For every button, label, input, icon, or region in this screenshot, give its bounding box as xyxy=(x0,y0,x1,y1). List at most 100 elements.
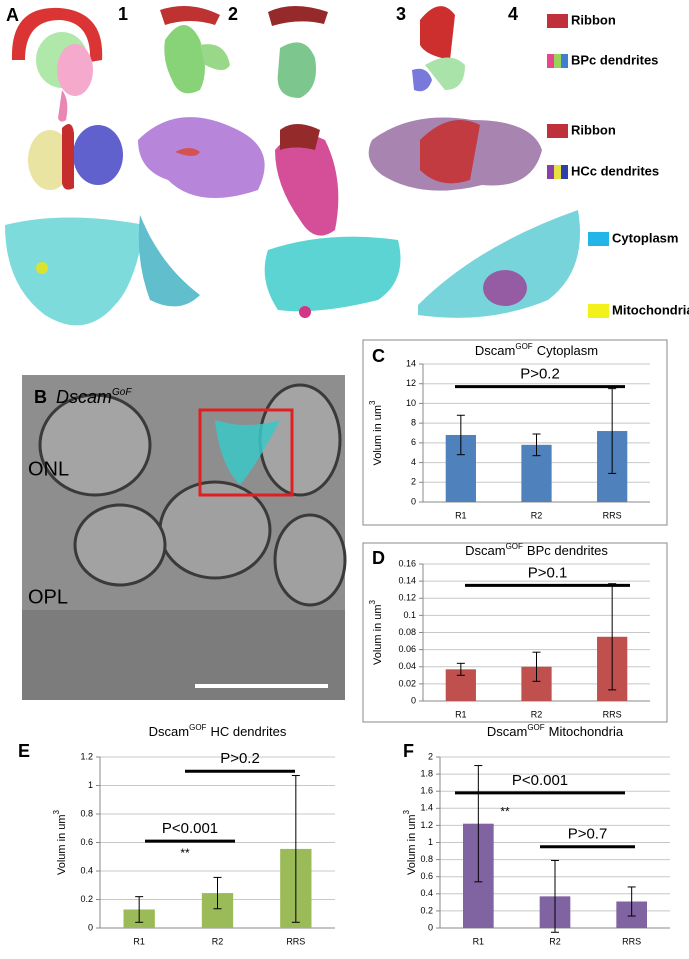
legend-swatch xyxy=(547,14,568,28)
y-tick-label: 0.2 xyxy=(80,894,93,904)
y-tick-label: 0.12 xyxy=(398,593,416,603)
y-tick-label: 0.04 xyxy=(398,661,416,671)
label-part: Volum in um xyxy=(372,405,384,466)
x-tick-label: RRS xyxy=(286,936,305,946)
y-tick-label: 1 xyxy=(88,780,93,790)
y-tick-label: 0.16 xyxy=(398,558,416,568)
x-tick-label: R1 xyxy=(455,709,467,719)
x-tick-label: RRS xyxy=(622,936,641,946)
legend-swatch xyxy=(588,232,609,246)
legend-label: Cytoplasm xyxy=(612,230,678,245)
significance-label: P>0.2 xyxy=(520,366,560,383)
legend-label: HCc dendrites xyxy=(571,163,659,178)
y-tick-label: 0.08 xyxy=(398,627,416,637)
y-tick-label: 0.4 xyxy=(80,865,93,875)
x-tick-label: R1 xyxy=(133,936,145,946)
x-tick-label: RRS xyxy=(603,709,622,719)
y-tick-label: 4 xyxy=(411,457,416,467)
y-tick-label: 2 xyxy=(428,751,433,761)
chart: 0 0.2 0.4 0.6 0.8 1 1.2 R1 R2 RRS DscamGOF HC dendr… xyxy=(18,723,335,946)
legend-swatch xyxy=(561,54,568,68)
x-tick-label: R2 xyxy=(531,709,543,719)
y-tick-label: 1.8 xyxy=(420,768,433,778)
em-image xyxy=(22,375,347,700)
label-part: Volum in um xyxy=(406,814,418,875)
y-tick-label: 12 xyxy=(406,378,416,388)
y-axis-label: Volum in um3 xyxy=(368,400,384,466)
legend-swatch xyxy=(547,54,554,68)
title-part: BPc dendrites xyxy=(527,543,608,558)
y-tick-label: 10 xyxy=(406,398,416,408)
significance-label: P>0.7 xyxy=(568,826,608,843)
y-axis-label: Volum in um3 xyxy=(402,809,418,875)
y-tick-label: 0 xyxy=(411,496,416,506)
y-tick-label: 1 xyxy=(428,837,433,847)
significance-mark: ** xyxy=(500,805,510,819)
y-tick-label: 1.2 xyxy=(420,820,433,830)
y-tick-label: 6 xyxy=(411,437,416,447)
title-part: Dscam xyxy=(149,724,189,739)
chart-title: DscamGOF Cytoplasm xyxy=(475,342,598,358)
y-tick-label: 0 xyxy=(428,922,433,932)
y-tick-label: 2 xyxy=(411,477,416,487)
layer-label: ONL xyxy=(28,458,69,480)
legend: Ribbon BPc dendrites Ribbon HCc dendrites Cy… xyxy=(547,12,689,318)
y-axis-label: Volum in um3 xyxy=(368,599,384,665)
x-tick-label: R2 xyxy=(531,510,543,520)
layer-label: OPL xyxy=(28,586,68,608)
title-part: Dscam xyxy=(475,343,515,358)
legend-swatch xyxy=(588,304,609,318)
panel-title: DscamGoF xyxy=(56,387,132,407)
y-tick-label: 0.6 xyxy=(420,871,433,881)
significance-label: P>0.1 xyxy=(528,564,568,581)
title-part: Mitochondria xyxy=(549,724,624,739)
significance-label: P>0.2 xyxy=(220,750,260,767)
legend-swatch xyxy=(554,54,561,68)
column-label: 1 xyxy=(118,4,128,24)
legend-label: Mitochondria xyxy=(612,302,689,317)
title-part: Cytoplasm xyxy=(537,343,598,358)
chart: 0 0.2 0.4 0.6 0.8 1 1.2 1.4 1.6 1.8 2 R1 R2 RRS DscamG… xyxy=(402,723,670,946)
y-tick-label: 1.2 xyxy=(80,751,93,761)
x-tick-label: R1 xyxy=(455,510,467,520)
y-tick-label: 0.1 xyxy=(403,610,416,620)
chart-title: DscamGOF BPc dendrites xyxy=(465,542,608,558)
chart: 0 2 4 6 8 10 12 14 R1 R2 RRS DscamGOF Cytoplasm Volum… xyxy=(362,339,668,526)
title-sup: GOF xyxy=(527,723,544,732)
y-tick-label: 0.4 xyxy=(420,888,433,898)
chart: 0 0.02 0.04 0.06 0.08 0.1 0.12 0.14 0.16 R1 R2 RRS D… xyxy=(362,542,668,723)
title-sup: GOF xyxy=(506,542,523,551)
y-tick-label: 0.6 xyxy=(80,837,93,847)
y-tick-label: 0.8 xyxy=(420,854,433,864)
column-label: 4 xyxy=(508,4,518,24)
title-sup: GOF xyxy=(189,723,206,732)
x-tick-label: R2 xyxy=(212,936,224,946)
x-tick-label: RRS xyxy=(603,510,622,520)
panel-label: B xyxy=(34,387,47,407)
column-label: 2 xyxy=(228,4,238,24)
legend-swatch xyxy=(554,165,561,179)
y-axis-label: Volum in um3 xyxy=(52,809,68,875)
label-part: Volum in um xyxy=(56,814,68,875)
legend-label: BPc dendrites xyxy=(571,52,658,67)
title-part: Dscam xyxy=(465,543,505,558)
significance-label: P<0.001 xyxy=(512,772,568,789)
panel-label: A xyxy=(6,5,19,25)
y-tick-label: 14 xyxy=(406,358,416,368)
y-tick-label: 1.6 xyxy=(420,786,433,796)
legend-label: Ribbon xyxy=(571,12,616,27)
y-tick-label: 8 xyxy=(411,418,416,428)
label-sup: 3 xyxy=(368,400,377,405)
panel-label: D xyxy=(372,548,385,568)
x-tick-label: R2 xyxy=(549,936,561,946)
title-sup: GOF xyxy=(515,342,532,351)
chart-title: DscamGOF Mitochondria xyxy=(487,723,624,739)
column-label: 3 xyxy=(396,4,406,24)
significance-label: P<0.001 xyxy=(162,820,218,837)
title-part: Dscam xyxy=(487,724,527,739)
panel-label: F xyxy=(403,741,414,761)
y-tick-label: 0.2 xyxy=(420,905,433,915)
x-tick-label: R1 xyxy=(473,936,485,946)
